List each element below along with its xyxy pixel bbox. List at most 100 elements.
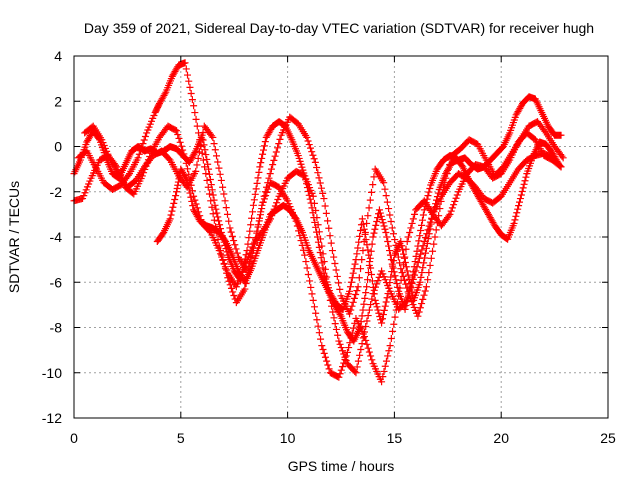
data-point — [381, 362, 389, 370]
data-point — [140, 136, 148, 144]
data-point — [418, 216, 426, 224]
data-point — [124, 171, 132, 179]
data-point — [227, 228, 235, 236]
data-point — [205, 190, 213, 198]
data-point — [393, 299, 401, 307]
data-point — [317, 184, 325, 192]
data-point — [392, 306, 400, 314]
data-point — [193, 204, 201, 212]
data-point — [170, 199, 178, 207]
data-point — [302, 258, 310, 266]
data-point — [409, 268, 417, 276]
data-point — [374, 306, 382, 314]
data-point — [411, 210, 419, 218]
data-point — [260, 192, 268, 200]
data-point — [343, 348, 351, 356]
data-point — [387, 273, 395, 281]
data-point — [270, 156, 278, 164]
data-point — [393, 280, 401, 288]
data-point — [181, 154, 189, 162]
data-point — [357, 345, 365, 353]
data-point — [204, 183, 212, 191]
data-point — [353, 250, 361, 258]
data-point — [203, 155, 211, 163]
data-point — [191, 109, 199, 117]
data-point — [252, 235, 260, 243]
data-point — [254, 174, 262, 182]
data-point — [255, 168, 263, 176]
data-point — [177, 142, 185, 150]
data-point — [364, 246, 372, 254]
data-point — [134, 154, 142, 162]
data-point — [433, 219, 441, 227]
data-point — [195, 148, 203, 156]
data-point — [189, 202, 197, 210]
data-point — [420, 206, 428, 214]
data-point — [247, 221, 255, 229]
data-point — [233, 249, 241, 257]
data-point — [389, 327, 397, 335]
data-point — [391, 236, 399, 244]
data-point — [346, 283, 354, 291]
data-point — [210, 216, 218, 224]
data-point — [174, 181, 182, 189]
data-point — [179, 146, 187, 154]
data-point — [365, 306, 373, 314]
data-point — [187, 89, 195, 97]
data-point — [269, 161, 277, 169]
data-point — [541, 127, 549, 135]
series-track-a — [70, 93, 565, 327]
data-point — [326, 232, 334, 240]
data-point — [336, 370, 344, 378]
data-point — [371, 225, 379, 233]
data-point — [385, 205, 393, 213]
data-point — [202, 170, 210, 178]
data-point — [317, 235, 325, 243]
data-point — [383, 294, 391, 302]
data-point — [244, 262, 252, 270]
data-point — [426, 261, 434, 269]
data-point — [379, 373, 387, 381]
data-point — [317, 254, 325, 262]
data-point — [327, 239, 335, 247]
data-point — [257, 159, 265, 167]
data-point — [220, 190, 228, 198]
data-point — [271, 152, 279, 160]
data-point — [307, 283, 315, 291]
data-point — [322, 209, 330, 217]
data-point — [313, 316, 321, 324]
data-point — [368, 240, 376, 248]
data-point — [415, 237, 423, 245]
data-point — [137, 147, 145, 155]
data-point — [181, 59, 189, 67]
data-point — [381, 225, 389, 233]
x-axis-label: GPS time / hours — [288, 458, 395, 474]
data-point — [209, 133, 217, 141]
data-point — [453, 191, 461, 199]
data-point — [375, 206, 383, 214]
data-point — [332, 325, 340, 333]
data-point — [303, 264, 311, 272]
data-point — [213, 209, 221, 217]
data-point — [391, 272, 399, 280]
data-point — [557, 163, 565, 171]
data-point — [367, 352, 375, 360]
data-point — [452, 194, 460, 202]
data-point — [301, 251, 309, 259]
data-point — [362, 336, 370, 344]
data-point — [258, 205, 266, 213]
data-point — [165, 155, 173, 163]
data-point — [329, 308, 337, 316]
data-point — [167, 211, 175, 219]
data-point — [370, 229, 378, 237]
data-point — [372, 300, 380, 308]
data-point — [336, 285, 344, 293]
data-point — [379, 219, 387, 227]
data-point — [557, 131, 565, 139]
data-point — [403, 267, 411, 275]
data-point — [310, 199, 318, 207]
data-point — [315, 174, 323, 182]
data-point — [396, 284, 404, 292]
data-point — [380, 367, 388, 375]
data-point — [191, 149, 199, 157]
